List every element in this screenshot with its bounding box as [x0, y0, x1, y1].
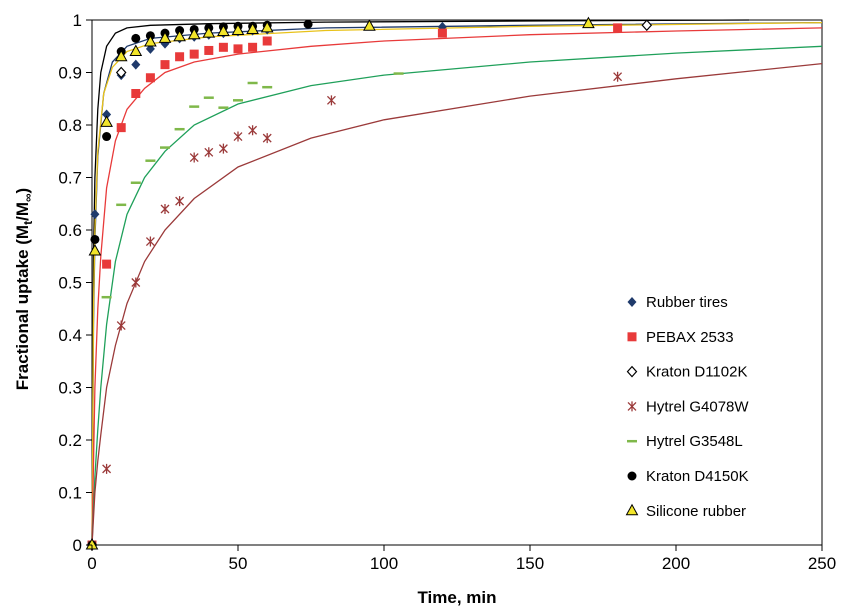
y-axis-title: Fractional uptake (Mt/M∞): [13, 188, 35, 390]
data-point: [102, 132, 112, 142]
data-points: [85, 16, 653, 551]
y-tick-label: 0.6: [58, 221, 82, 240]
data-point: [144, 35, 157, 47]
data-point: [102, 259, 112, 269]
data-point: [102, 463, 112, 474]
data-point: [218, 143, 228, 154]
data-point: [131, 59, 141, 70]
data-point: [326, 95, 336, 106]
data-point: [233, 131, 243, 142]
legend-label: Kraton D4150K: [646, 468, 749, 485]
data-point: [187, 27, 201, 40]
legend: Rubber tires PEBAX 2533 Kraton D1102K Hytre…: [625, 294, 749, 520]
data-point: [641, 19, 653, 32]
data-point: [233, 44, 243, 54]
x-tick-label: 100: [370, 554, 398, 573]
data-point: [363, 19, 376, 31]
data-point: [248, 42, 258, 52]
data-point: [303, 19, 313, 29]
data-point: [160, 60, 170, 70]
data-point: [262, 133, 272, 144]
data-point: [131, 33, 141, 43]
data-point: [204, 147, 214, 158]
series-5: [101, 72, 404, 299]
series-7: [85, 16, 595, 550]
data-point: [116, 320, 126, 331]
data-point: [189, 49, 199, 59]
data-point: [114, 49, 128, 62]
legend-label: Silicone rubber: [646, 503, 746, 520]
data-point: [175, 196, 185, 207]
fit-curve-6: [91, 62, 823, 546]
legend-marker: [627, 471, 637, 481]
data-point: [218, 42, 228, 52]
x-tick-label: 150: [516, 554, 544, 573]
data-point: [204, 45, 214, 55]
data-point: [173, 29, 186, 42]
legend-label: PEBAX 2533: [646, 329, 734, 346]
y-tick-label: 0.7: [58, 169, 82, 188]
legend-label: Rubber tires: [646, 294, 728, 311]
x-tick-label: 50: [229, 554, 248, 573]
data-point: [231, 23, 245, 35]
y-tick-label: 0.5: [58, 274, 82, 293]
data-point: [437, 28, 447, 38]
y-tick-label: 0.9: [58, 64, 82, 83]
data-point: [115, 66, 127, 79]
fit-curve-1: [91, 19, 750, 546]
data-point: [102, 109, 112, 120]
data-point: [131, 89, 141, 98]
y-tick-label: 0: [73, 536, 82, 555]
legend-marker: [626, 365, 638, 378]
x-axis-title: Time, min: [417, 588, 496, 607]
legend-label: Hytrel G4078W: [646, 398, 749, 415]
data-point: [246, 22, 259, 34]
data-point: [248, 125, 258, 136]
fit-curve-5: [91, 45, 823, 546]
plot-area: [91, 19, 823, 546]
data-point: [189, 152, 199, 163]
axes: 0 50 100 150 200 250 0 0.1 0.2 0.3 0.4 0.5 0.6 0.7 0.8…: [58, 11, 836, 573]
data-point: [145, 73, 155, 83]
x-tick-label: 250: [808, 554, 836, 573]
y-tick-label: 1: [73, 11, 82, 30]
data-point: [90, 234, 100, 244]
x-tick-label: 200: [662, 554, 690, 573]
data-point: [202, 26, 216, 38]
data-point: [175, 52, 185, 62]
y-tick-label: 0.3: [58, 379, 82, 398]
data-point: [217, 24, 230, 37]
legend-marker: [627, 297, 637, 307]
data-point: [613, 23, 623, 33]
y-tick-label: 0.8: [58, 116, 82, 135]
data-point: [260, 20, 274, 33]
legend-marker: [625, 503, 639, 516]
data-point: [582, 16, 595, 29]
legend-label: Kraton D1102K: [646, 364, 747, 381]
data-point: [131, 277, 141, 288]
data-point: [90, 209, 100, 220]
y-tick-label: 0.1: [58, 484, 82, 503]
plot-frame: [91, 19, 823, 546]
data-point: [88, 243, 102, 256]
data-point: [158, 31, 172, 43]
legend-label: Hytrel G3548L: [646, 433, 743, 450]
data-point: [100, 115, 113, 127]
legend-marker: [627, 401, 637, 412]
data-point: [145, 236, 155, 247]
data-point: [262, 36, 272, 46]
data-point: [160, 204, 170, 214]
x-tick-label: 0: [87, 554, 96, 573]
legend-marker: [627, 332, 637, 342]
y-tick-label: 0.4: [58, 326, 82, 345]
y-tick-label: 0.2: [58, 431, 82, 450]
data-point: [613, 71, 623, 82]
data-point: [116, 123, 126, 133]
data-point: [129, 44, 143, 56]
